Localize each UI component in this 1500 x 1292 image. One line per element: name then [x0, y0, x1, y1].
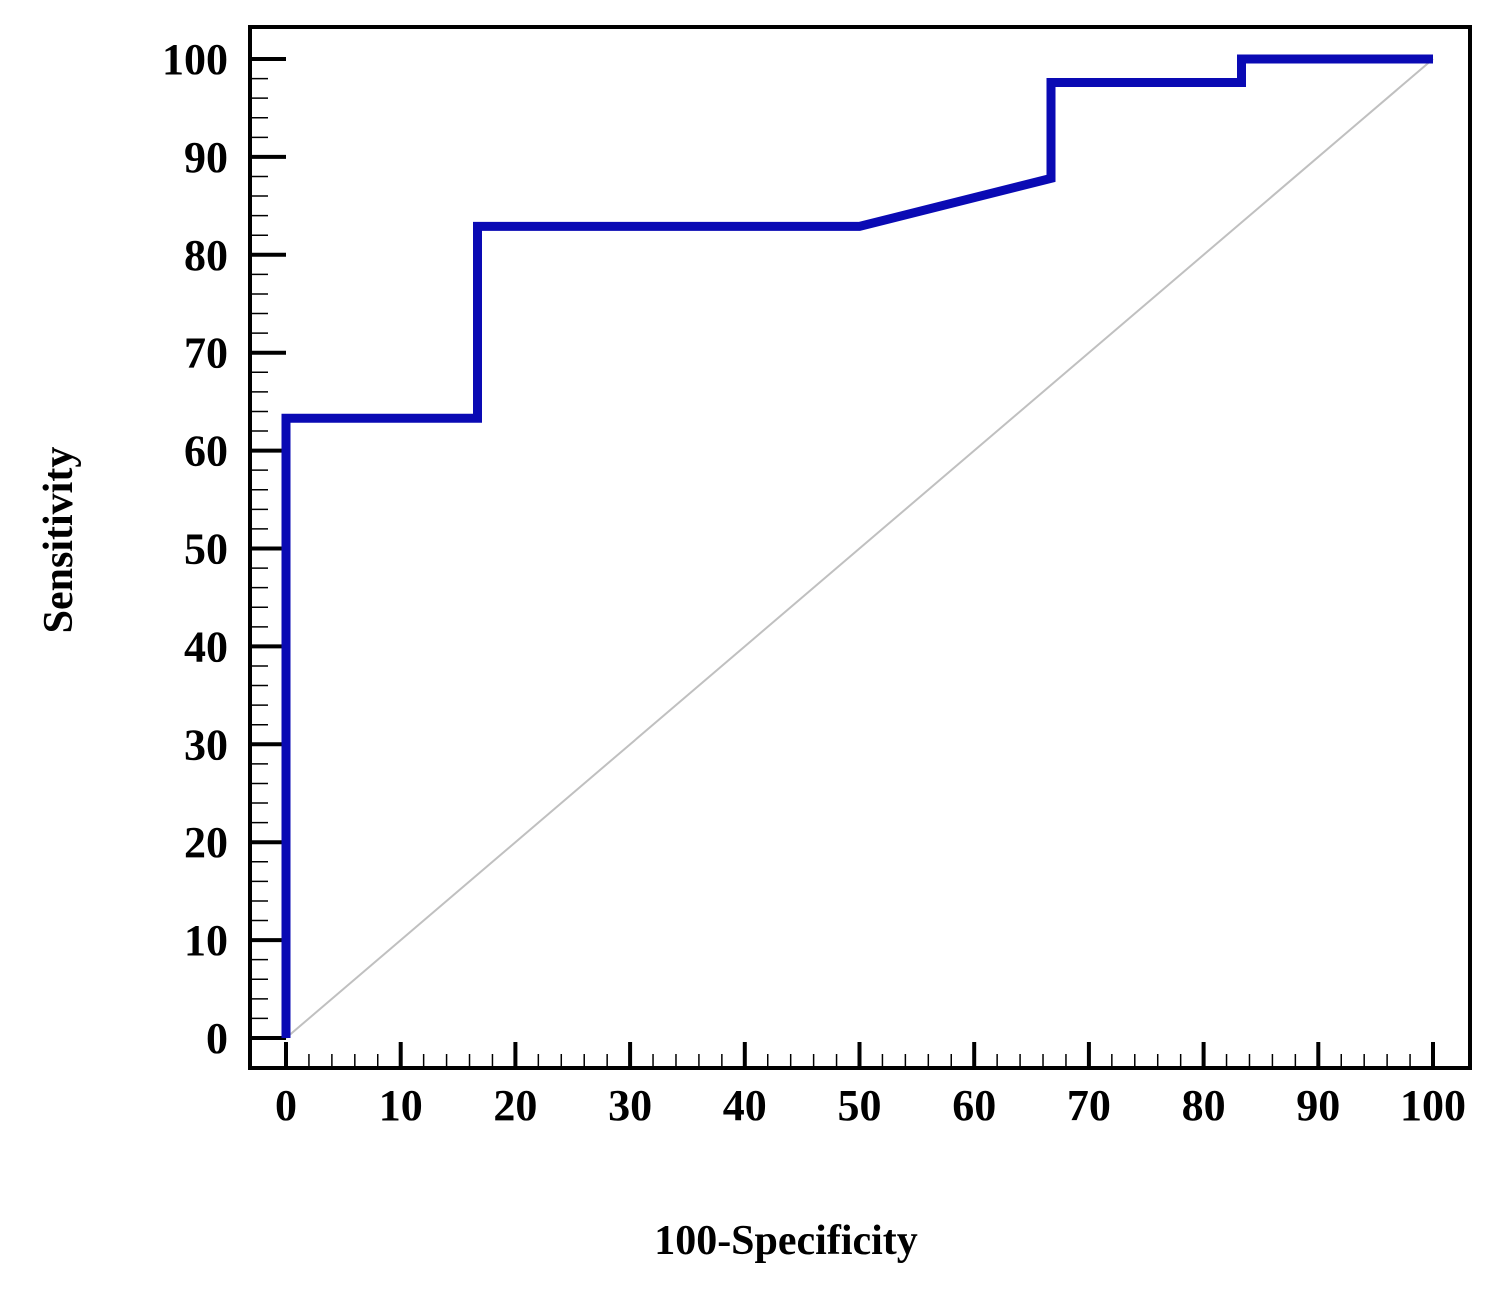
y-tick-label: 10 [184, 916, 228, 965]
x-tick-label: 70 [1067, 1081, 1111, 1130]
y-tick-label: 50 [184, 525, 228, 574]
y-tick-label: 70 [184, 329, 228, 378]
x-tick-label: 80 [1182, 1081, 1226, 1130]
y-tick-label: 0 [206, 1014, 228, 1063]
y-tick-label: 100 [162, 35, 228, 84]
x-axis-ticks [284, 1042, 1435, 1068]
reference-diagonal-line [285, 58, 1434, 1039]
x-tick-label: 60 [952, 1081, 996, 1130]
x-axis-tick-labels: 0 10 20 30 40 50 60 70 80 90 100 [275, 1081, 1466, 1130]
x-tick-label: 0 [275, 1081, 297, 1130]
series-group [281, 54, 1433, 1038]
x-tick-label: 40 [723, 1081, 767, 1130]
y-axis-ticks [250, 57, 286, 1040]
y-tick-label: 20 [184, 818, 228, 867]
x-tick-label: 30 [608, 1081, 652, 1130]
x-axis-title: 100-Specificity [654, 1218, 918, 1264]
x-tick-label: 90 [1296, 1081, 1340, 1130]
y-tick-label: 60 [184, 427, 228, 476]
y-axis-tick-labels: 0 10 20 30 40 50 60 70 80 90 100 [162, 35, 228, 1063]
y-tick-label: 80 [184, 231, 228, 280]
y-tick-label: 90 [184, 133, 228, 182]
y-axis-title: Sensitivity [36, 447, 82, 634]
roc-curve-line [281, 54, 1433, 1038]
x-tick-label: 10 [379, 1081, 423, 1130]
x-tick-label: 50 [838, 1081, 882, 1130]
y-tick-label: 40 [184, 622, 228, 671]
x-tick-label: 100 [1400, 1081, 1466, 1130]
y-tick-label: 30 [184, 720, 228, 769]
x-tick-label: 20 [493, 1081, 537, 1130]
